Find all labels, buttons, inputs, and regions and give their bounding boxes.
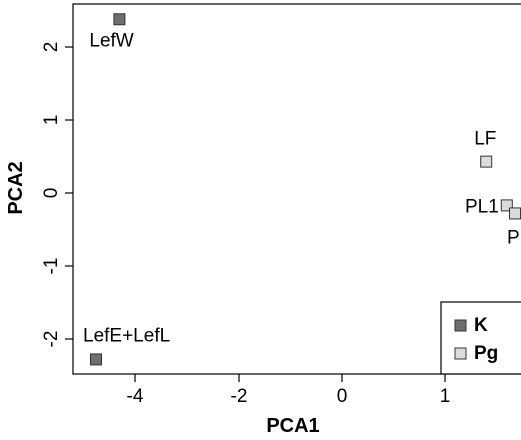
x-tick-label: -2: [231, 386, 248, 407]
plot-frame: [72, 3, 521, 375]
point-labels: LefW LefE+LefL LF PL1 PL2: [83, 30, 521, 346]
legend-swatch-k: [454, 319, 467, 332]
axes: [72, 3, 521, 375]
y-tick-label: 2: [41, 42, 62, 53]
legend-label-k: K: [474, 315, 488, 336]
legend-box: [440, 301, 521, 375]
y-tick-label: 0: [41, 188, 62, 199]
y-tick-label: -2: [41, 331, 62, 348]
x-axis-title: PCA1: [266, 415, 319, 437]
point-pl2: [509, 207, 521, 220]
x-tick-label: 1: [440, 386, 451, 407]
point-label-lefw: LefW: [89, 30, 133, 51]
ticks: -4 -2 0 1 -2 -1 0 1 2: [41, 42, 450, 407]
x-tick-label: 0: [337, 386, 348, 407]
point-pl1: [500, 199, 513, 212]
point-label-pl1: PL1: [465, 196, 499, 217]
point-label-pl2: PL2: [507, 227, 521, 248]
point-lefe-lefl: [90, 353, 102, 366]
y-tick-label: 1: [41, 115, 62, 126]
x-tick-label: -4: [127, 386, 144, 407]
point-lf: [480, 155, 493, 168]
legend-swatch-pg: [454, 347, 467, 360]
legend: K Pg: [440, 301, 521, 375]
y-axis-title: PCA2: [5, 161, 27, 214]
legend-label-pg: Pg: [474, 343, 498, 364]
point-lefw: [113, 13, 126, 26]
y-tick-label: -1: [41, 258, 62, 275]
point-label-lf: LF: [474, 129, 496, 150]
point-label-lefe-lefl: LefE+LefL: [83, 325, 170, 346]
